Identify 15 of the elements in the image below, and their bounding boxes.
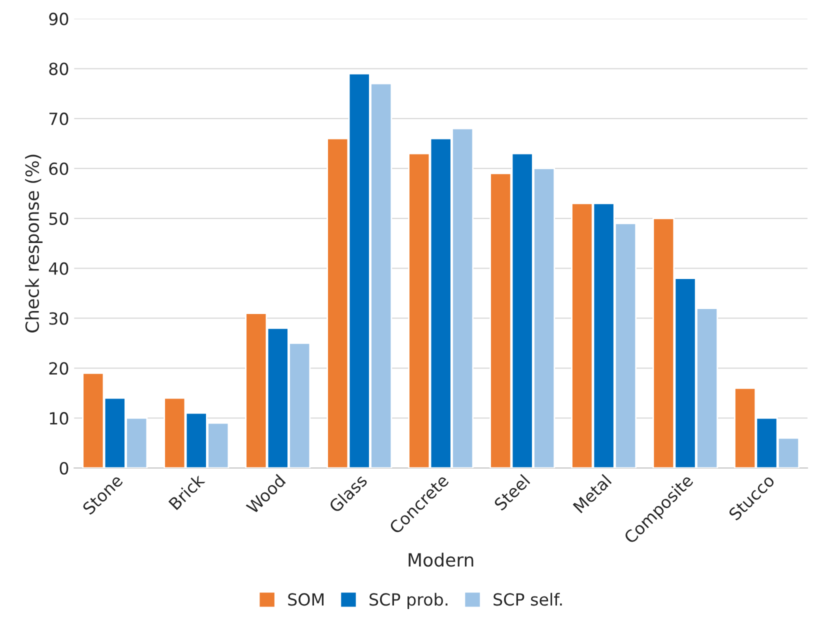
y-tick-label: 50: [49, 212, 68, 225]
y-tick-label: 90: [49, 12, 68, 26]
legend-label: SCP prob.: [370, 592, 448, 609]
legend-label: SCP self.: [494, 592, 562, 606]
y-tick-label: 80: [49, 62, 68, 76]
y-tick-label: 70: [49, 112, 68, 126]
y-tick-label: 0: [60, 462, 68, 475]
y-tick-label: 60: [49, 162, 68, 176]
y-tick-label: 40: [48, 262, 68, 275]
y-axis-title: Check response (%): [25, 154, 43, 332]
y-tick-label: 10: [50, 412, 68, 425]
legend-label: SOM: [288, 593, 324, 606]
y-tick-label: 30: [49, 312, 68, 325]
y-tick-label: 20: [49, 362, 68, 375]
x-axis-title: Modern: [408, 552, 474, 567]
